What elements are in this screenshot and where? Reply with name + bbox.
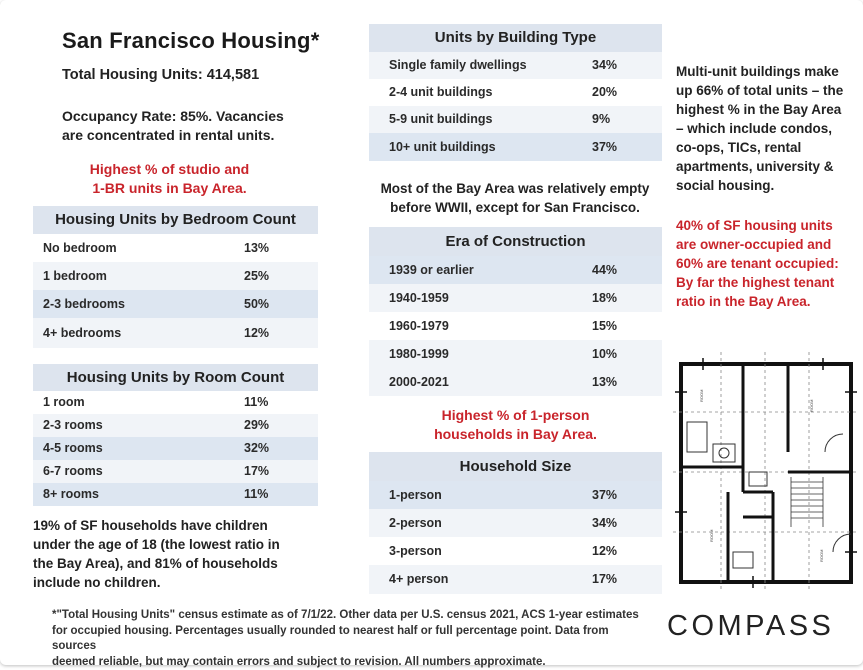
bedroom-table-header: Housing Units by Bedroom Count bbox=[33, 206, 318, 234]
table-row: 2-person 34% bbox=[369, 509, 662, 537]
svg-text:ROOM: ROOM bbox=[699, 390, 704, 402]
wwii-note-line-2: before WWII, except for San Francisco. bbox=[390, 200, 640, 215]
children-note: 19% of SF households have children under… bbox=[33, 518, 280, 590]
row-label: 3-person bbox=[389, 544, 442, 558]
compass-logo: COMPASS bbox=[667, 610, 835, 642]
total-units: Total Housing Units: 414,581 bbox=[62, 67, 260, 83]
studio-note-line-1: Highest % of studio and bbox=[89, 161, 250, 177]
row-value: 12% bbox=[592, 544, 618, 558]
row-value: 29% bbox=[244, 418, 270, 432]
row-value: 11% bbox=[244, 395, 269, 409]
row-label: 1980-1999 bbox=[389, 347, 449, 361]
table-row: 1939 or earlier 44% bbox=[369, 256, 662, 284]
household-size-table: Household Size 1-person 37% 2-person 34%… bbox=[369, 452, 662, 594]
occupancy-line-1: Occupancy Rate: 85%. Vacancies bbox=[62, 108, 284, 124]
svg-text:ROOM: ROOM bbox=[709, 530, 714, 542]
row-label: 2-3 bedrooms bbox=[43, 297, 125, 311]
row-value: 10% bbox=[592, 347, 618, 361]
row-label: 2-4 unit buildings bbox=[389, 85, 493, 99]
row-value: 25% bbox=[244, 269, 270, 283]
svg-text:ROOM: ROOM bbox=[809, 400, 814, 412]
table-row: 10+ unit buildings 37% bbox=[369, 133, 662, 161]
multiunit-note: Multi-unit buildings make up 66% of tota… bbox=[676, 64, 844, 193]
row-label: 8+ rooms bbox=[43, 487, 99, 501]
row-label: 1 bedroom bbox=[43, 269, 107, 283]
table-row: 2-4 unit buildings 20% bbox=[369, 79, 662, 106]
row-label: Single family dwellings bbox=[389, 58, 527, 72]
wwii-note-line-1: Most of the Bay Area was relatively empt… bbox=[380, 181, 650, 196]
row-label: 4+ person bbox=[389, 572, 449, 586]
row-value: 37% bbox=[592, 140, 618, 154]
table-row: 2-3 rooms 29% bbox=[33, 414, 318, 437]
row-value: 17% bbox=[244, 464, 270, 478]
owner-tenant-note: 40% of SF housing units are owner-occupi… bbox=[676, 218, 839, 309]
table-row: 5-9 unit buildings 9% bbox=[369, 106, 662, 133]
table-row: 1-person 37% bbox=[369, 481, 662, 509]
table-row: No bedroom 13% bbox=[33, 234, 318, 262]
table-row: 8+ rooms 11% bbox=[33, 483, 318, 506]
row-label: 1-person bbox=[389, 488, 442, 502]
table-row: 4+ bedrooms 12% bbox=[33, 318, 318, 348]
table-row: 2-3 bedrooms 50% bbox=[33, 290, 318, 318]
row-value: 44% bbox=[592, 263, 618, 277]
occupancy-line-2: are concentrated in rental units. bbox=[62, 127, 275, 143]
household-table-header: Household Size bbox=[369, 452, 662, 481]
building-table-header: Units by Building Type bbox=[369, 24, 662, 52]
row-label: 4-5 rooms bbox=[43, 441, 103, 455]
row-value: 34% bbox=[592, 58, 618, 72]
row-value: 18% bbox=[592, 291, 618, 305]
row-value: 50% bbox=[244, 297, 270, 311]
row-label: 2000-2021 bbox=[389, 375, 449, 389]
row-label: No bedroom bbox=[43, 241, 117, 255]
row-value: 12% bbox=[244, 326, 270, 340]
svg-text:ROOM: ROOM bbox=[819, 550, 824, 562]
row-label: 1 room bbox=[43, 395, 85, 409]
table-row: 4+ person 17% bbox=[369, 565, 662, 594]
row-value: 15% bbox=[592, 319, 618, 333]
table-row: 1 room 11% bbox=[33, 391, 318, 414]
era-table: Era of Construction 1939 or earlier 44% … bbox=[369, 227, 662, 396]
row-label: 2-person bbox=[389, 516, 442, 530]
row-label: 1960-1979 bbox=[389, 319, 449, 333]
row-label: 6-7 rooms bbox=[43, 464, 103, 478]
page-title: San Francisco Housing* bbox=[62, 28, 320, 53]
table-row: 4-5 rooms 32% bbox=[33, 437, 318, 460]
row-value: 17% bbox=[592, 572, 618, 586]
room-table-header: Housing Units by Room Count bbox=[33, 364, 318, 391]
row-label: 10+ unit buildings bbox=[389, 140, 496, 154]
studio-note-line-2: 1-BR units in Bay Area. bbox=[92, 180, 247, 196]
row-label: 1940-1959 bbox=[389, 291, 449, 305]
row-value: 9% bbox=[592, 112, 611, 126]
footnote: *"Total Housing Units" census estimate a… bbox=[52, 609, 639, 668]
floor-plan-illustration: ROOM ROOM ROOM ROOM bbox=[673, 352, 858, 592]
row-value: 34% bbox=[592, 516, 618, 530]
oneperson-note-line-1: Highest % of 1-person bbox=[441, 407, 590, 423]
row-label: 1939 or earlier bbox=[389, 263, 474, 277]
row-label: 2-3 rooms bbox=[43, 418, 103, 432]
table-row: Single family dwellings 34% bbox=[369, 52, 662, 79]
table-row: 1980-1999 10% bbox=[369, 340, 662, 368]
oneperson-note-line-2: households in Bay Area. bbox=[434, 426, 597, 442]
bedroom-table: Housing Units by Bedroom Count No bedroo… bbox=[33, 206, 318, 348]
row-label: 4+ bedrooms bbox=[43, 326, 122, 340]
row-value: 32% bbox=[244, 441, 270, 455]
table-row: 1940-1959 18% bbox=[369, 284, 662, 312]
row-value: 37% bbox=[592, 488, 618, 502]
table-row: 1 bedroom 25% bbox=[33, 262, 318, 290]
table-row: 3-person 12% bbox=[369, 537, 662, 565]
table-row: 1960-1979 15% bbox=[369, 312, 662, 340]
row-value: 13% bbox=[592, 375, 618, 389]
row-value: 20% bbox=[592, 85, 618, 99]
room-table: Housing Units by Room Count 1 room 11% 2… bbox=[33, 364, 318, 506]
row-value: 13% bbox=[244, 241, 270, 255]
row-value: 11% bbox=[244, 487, 269, 501]
building-type-table: Units by Building Type Single family dwe… bbox=[369, 24, 662, 161]
table-row: 2000-2021 13% bbox=[369, 368, 662, 396]
table-row: 6-7 rooms 17% bbox=[33, 460, 318, 483]
era-table-header: Era of Construction bbox=[369, 227, 662, 256]
row-label: 5-9 unit buildings bbox=[389, 112, 493, 126]
